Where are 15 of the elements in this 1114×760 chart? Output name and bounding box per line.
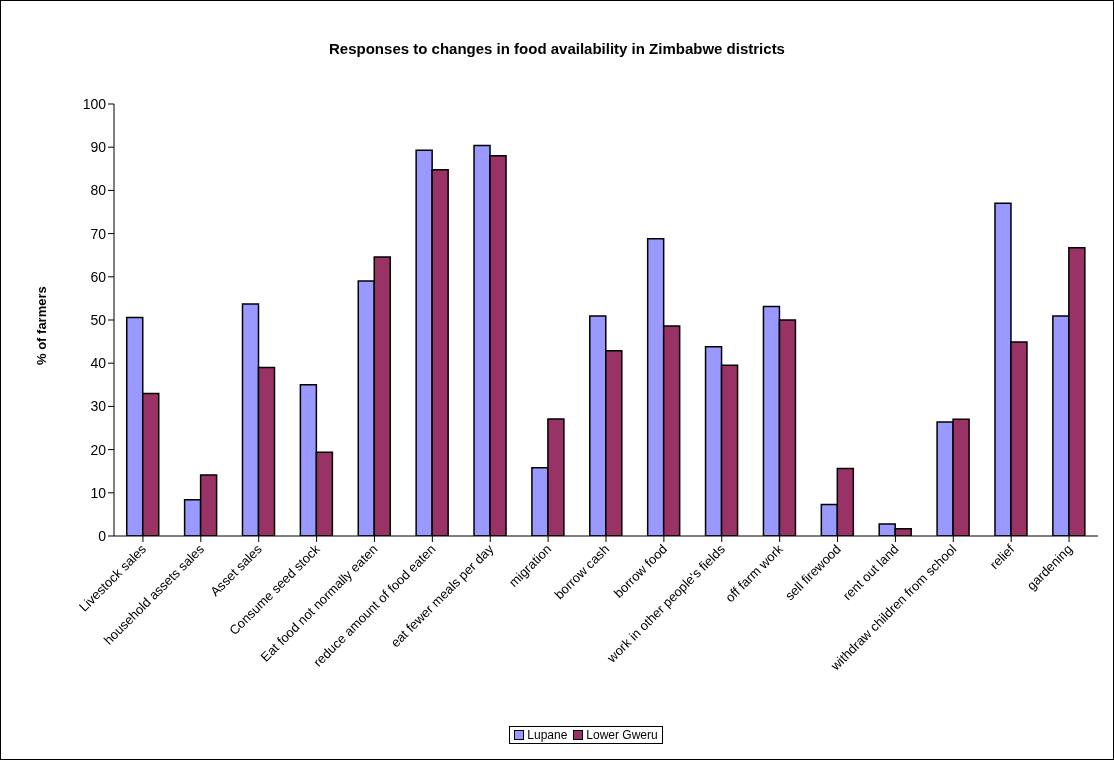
chart-title: Responses to changes in food availability in Zimbabwe districts (328, 40, 786, 57)
y-tick-label: 70 (90, 225, 107, 242)
y-tick-label: 10 (90, 484, 107, 501)
y-tick-label: 0 (98, 527, 107, 544)
y-tick-label: 40 (90, 355, 107, 372)
y-tick-label: 20 (90, 441, 107, 458)
y-tick-label: 80 (90, 182, 107, 199)
y-tick-label: 100 (82, 95, 107, 112)
y-tick-label: 90 (90, 139, 107, 156)
y-tick-label: 30 (90, 398, 107, 415)
legend-label: Lower Gweru (586, 728, 658, 742)
legend-label: Lupane (527, 728, 568, 742)
y-tick-label: 50 (90, 311, 107, 328)
y-tick-label: 60 (90, 268, 107, 285)
y-axis-title: % of farmers (34, 286, 49, 365)
